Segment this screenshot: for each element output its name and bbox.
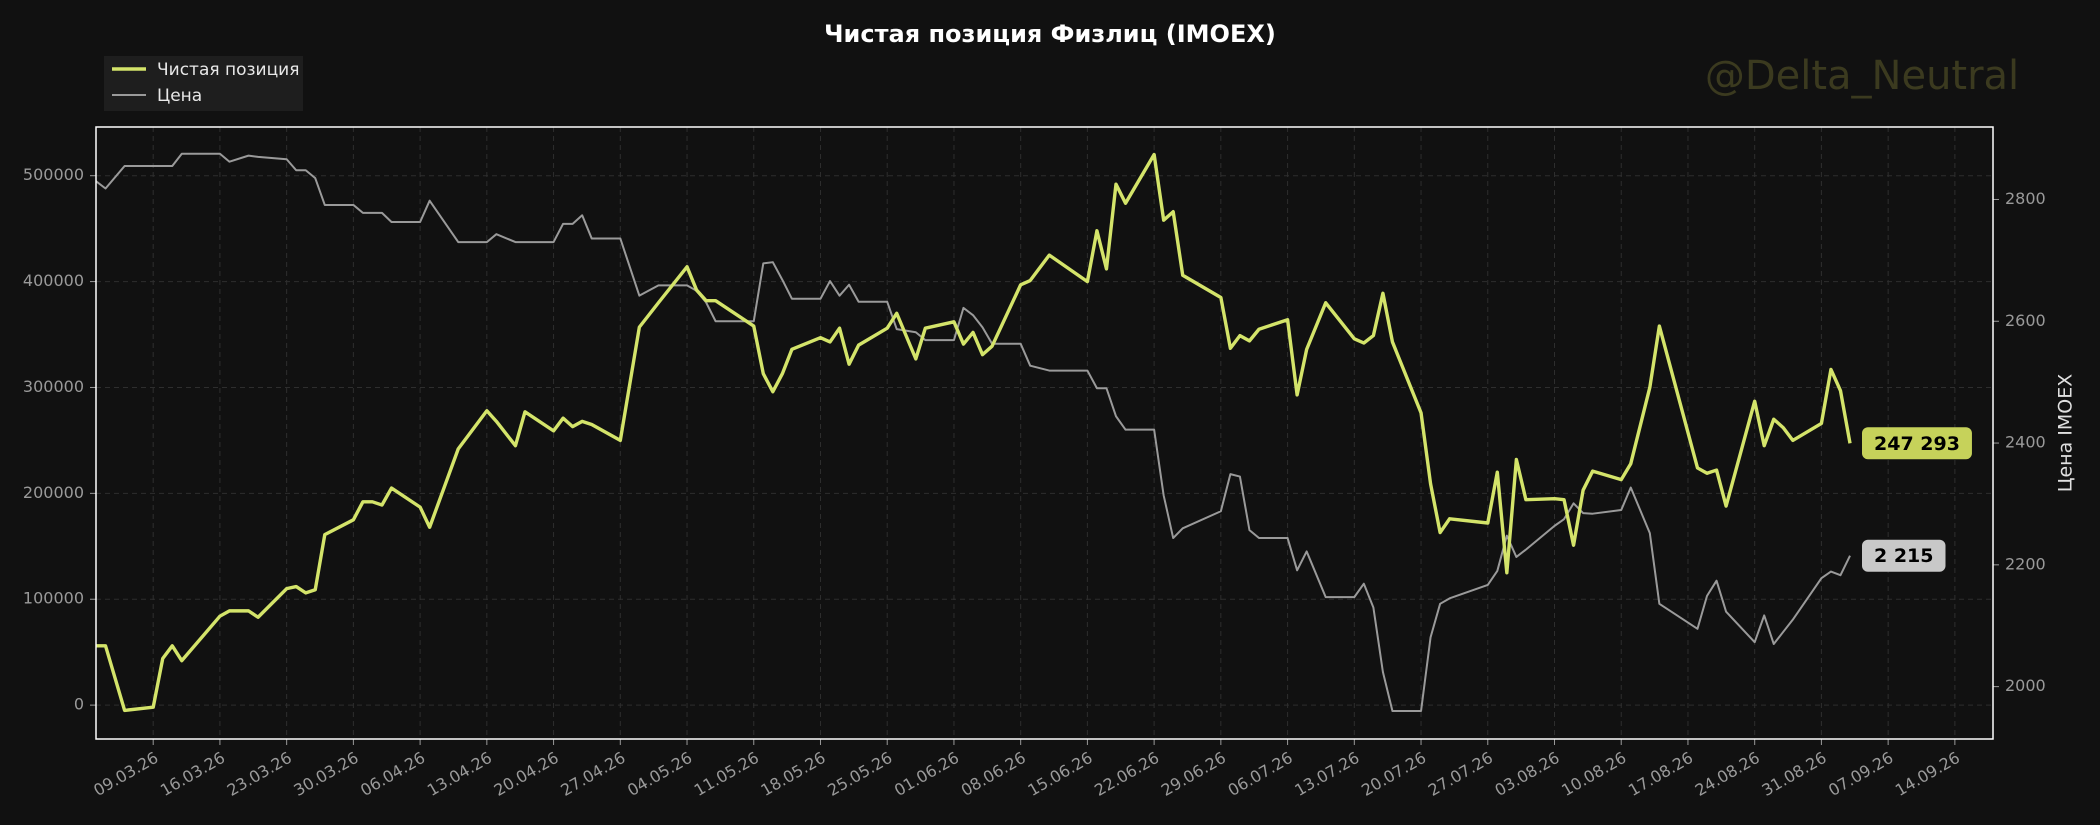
legend-box — [104, 56, 303, 111]
legend: Чистая позиция Цена — [104, 56, 303, 111]
y2-tick-label: 2000 — [2005, 676, 2046, 695]
y2-tick-label: 2400 — [2005, 433, 2046, 452]
end-label: 2 215 — [1862, 539, 1946, 572]
watermark: @Delta_Neutral — [1705, 53, 2019, 99]
end-label-text: 247 293 — [1874, 433, 1960, 455]
plot-frame — [95, 126, 1994, 740]
end-label: 247 293 — [1862, 427, 1972, 460]
y2-tick-label: 2800 — [2005, 189, 2046, 208]
y-tick-label: 500000 — [23, 165, 84, 184]
series-line — [96, 152, 1852, 713]
series-line — [95, 152, 1851, 712]
y-tick-label: 400000 — [23, 271, 84, 290]
legend-label: Чистая позиция — [157, 60, 299, 80]
end-label-text: 2 215 — [1874, 545, 1934, 567]
chart-title: Чистая позиция Физлиц (IMOEX) — [824, 20, 1276, 48]
y2-tick-label: 2600 — [2005, 311, 2046, 330]
legend-label: Цена — [157, 86, 202, 106]
y-tick-label: 0 — [74, 695, 84, 714]
end-label-box — [1862, 427, 1972, 460]
y2-tick-label: 2200 — [2005, 554, 2046, 573]
y-tick-label: 200000 — [23, 483, 84, 502]
y2-axis-label: Цена IMOEX — [2055, 374, 2077, 493]
y-tick-label: 300000 — [23, 377, 84, 396]
end-label-box — [1862, 539, 1946, 572]
y-tick-label: 100000 — [23, 589, 84, 608]
